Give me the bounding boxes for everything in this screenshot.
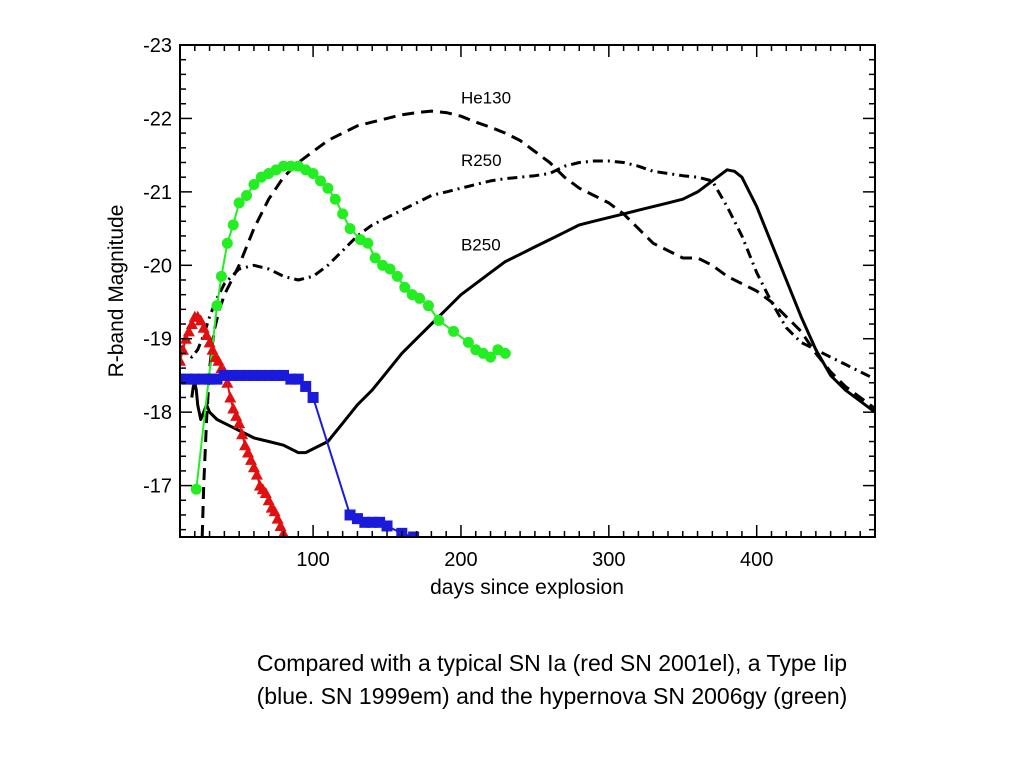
data-point-blue [270,369,282,381]
data-point-red [185,318,198,330]
data-point-green [314,175,326,187]
y-tick-label: -20 [143,255,172,277]
data-point-blue [218,369,230,381]
data-point-red [182,325,195,337]
data-point-blue [278,369,290,381]
data-point-green [227,219,239,231]
data-point-blue [211,373,223,385]
data-point-green [221,237,233,249]
data-point-blue [300,380,312,392]
data-point-blue [204,373,216,385]
x-tick-label: 100 [296,549,329,571]
caption-line-1: Compared with a typical SN Ia (red SN 20… [256,650,848,676]
data-point-blue [255,369,267,381]
y-tick-label: -21 [143,182,172,204]
data-point-green [433,314,445,326]
data-point-blue [307,391,319,403]
series-line-b250 [190,168,875,455]
data-point-blue [189,373,201,385]
x-tick-label: 400 [740,549,773,571]
data-point-green [329,193,341,205]
y-tick-label: -17 [143,476,172,498]
data-point-blue [241,369,253,381]
data-point-green [248,179,260,191]
data-point-red [236,428,249,440]
data-point-green [241,190,253,202]
data-point-blue [226,369,238,381]
y-tick-label: -23 [143,35,172,57]
y-tick-label: -18 [143,402,172,424]
x-tick-label: 300 [592,549,625,571]
data-point-blue [408,531,420,537]
data-point-red [227,402,240,414]
chart: -17 -18 -19 -20 -21 -22 -23 100 200 300 400 He130 R… [105,35,876,599]
data-point-green [384,263,396,275]
y-tick-label: -22 [143,108,172,130]
data-point-green [462,336,474,348]
data-point-red [250,468,263,480]
data-point-green [344,223,356,235]
data-point-blue [285,373,297,385]
data-point-red [239,439,252,451]
data-point-green [322,182,334,194]
data-point-red [180,354,186,366]
y-tick-label: -19 [143,329,172,351]
data-point-blue [351,513,363,525]
data-point-green [190,483,202,495]
data-point-green [307,168,319,180]
data-point-green [422,300,434,312]
data-point-blue [292,373,304,385]
caption-line-2: (blue. SN 1999em) and the hypernova SN 2… [256,683,848,709]
data-point-red [221,376,234,388]
data-point-green [391,270,403,282]
series-line-r250 [180,159,875,381]
data-point-blue [196,373,208,385]
data-point-green [369,252,381,264]
data-point-green [233,197,245,209]
series-line-he130 [200,109,875,537]
data-point-blue [248,369,260,381]
observed-line-green [195,165,506,490]
data-point-green [399,281,411,293]
data-point-red [224,391,237,403]
x-tick-label: 200 [444,549,477,571]
annotation-b250: B250 [461,236,501,255]
observed-line-blue [180,374,414,537]
data-point-green [362,237,374,249]
data-point-green [215,270,227,282]
data-point-blue [374,516,386,528]
data-point-green [337,208,349,220]
data-point-green [211,300,223,312]
data-point-blue [263,369,275,381]
data-point-red [233,417,246,429]
data-point-blue [181,373,193,385]
data-point-blue [344,509,356,521]
data-point-blue [366,516,378,528]
data-point-red [180,343,189,355]
data-point-green [448,325,460,337]
data-point-green [485,351,497,363]
plot-frame [179,44,876,538]
x-axis-label: days since explosion [430,576,624,599]
data-point-blue [381,520,393,532]
data-point-green [499,347,511,359]
data-point-blue [359,516,371,528]
data-point-blue [233,369,245,381]
y-axis-label: R-band Magnitude [105,205,128,378]
annotation-r250: R250 [461,151,502,170]
data-point-green [414,292,426,304]
annotation-he130: He130 [461,89,511,108]
